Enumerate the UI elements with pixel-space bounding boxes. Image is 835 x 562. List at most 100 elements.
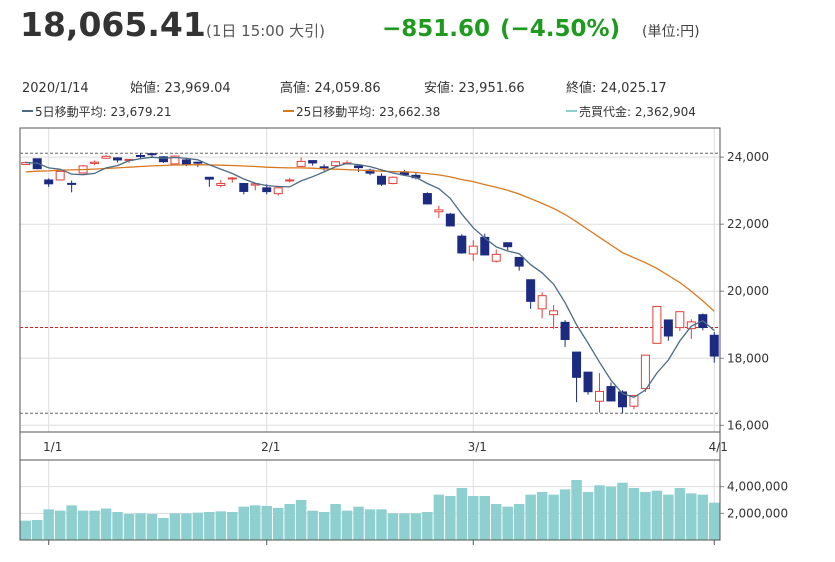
volume-bar (318, 512, 330, 540)
y-tick-label: 2,000,000 (727, 506, 788, 520)
volume-bar (376, 509, 387, 540)
volume-bar (502, 506, 513, 540)
change: −851.60 (382, 16, 490, 42)
candle-body (526, 279, 536, 302)
candle-body (617, 391, 627, 408)
volume-bar (709, 502, 720, 540)
candle-body (158, 156, 168, 163)
volume-bar (617, 482, 628, 540)
candle-body (331, 161, 341, 167)
volume-bar (410, 513, 422, 540)
candle-body (135, 154, 145, 157)
candle-body (709, 334, 719, 357)
candle-body (376, 175, 386, 185)
volume-bar (100, 508, 112, 540)
volume-bar (204, 512, 215, 540)
candle-body (629, 395, 639, 407)
candle-body (296, 160, 306, 167)
volume-bar (456, 488, 468, 540)
candle-body (663, 319, 673, 337)
y-tick-label: 4,000,000 (727, 480, 788, 494)
candle-body (652, 305, 662, 344)
candle-body (457, 235, 467, 254)
candle-body (572, 351, 582, 378)
candle-body (113, 157, 123, 161)
volume-bar (686, 493, 697, 540)
candle-body (204, 176, 214, 180)
legend-label: 5日移動平均: 23,679.21 (35, 105, 172, 119)
candle-body (101, 155, 111, 159)
volume-bar (445, 496, 456, 540)
volume-bar (433, 494, 445, 540)
info-close: 終値: 24,025.17 (566, 80, 667, 96)
candle-body (262, 187, 272, 193)
volume-bar (89, 510, 100, 540)
volume-bar (525, 494, 536, 540)
y-tick-label: 24,000 (727, 150, 769, 164)
volume-bar (330, 504, 341, 540)
volume-bar (594, 485, 605, 540)
ma-line (25, 156, 715, 399)
volume-bar (605, 486, 617, 540)
candle-body (503, 242, 513, 248)
volume-bar (66, 505, 77, 540)
volume-bar (146, 514, 158, 540)
volume-bar (651, 490, 663, 540)
candle-body (422, 193, 432, 205)
panel-frame (19, 459, 721, 541)
candle-body (273, 187, 283, 195)
candle-body (319, 166, 329, 169)
volume-bar (307, 510, 318, 540)
volume-bar (54, 510, 66, 540)
candle-body (354, 165, 364, 169)
candle-body (560, 321, 570, 341)
candle-body (686, 321, 696, 330)
candle-body (170, 155, 180, 165)
volume-bar (399, 513, 410, 540)
change-pct: (−4.50%) (500, 16, 620, 42)
volume-bar (663, 494, 674, 540)
volume-bar (215, 511, 227, 540)
volume-bar (31, 520, 43, 540)
time: (1日 15:00 大引) (206, 22, 325, 40)
legend-label: 売買代金: 2,362,904 (579, 104, 696, 119)
candle-body (549, 310, 559, 316)
candle-body (640, 354, 650, 390)
volume-bar (640, 492, 651, 540)
volume-bar (43, 509, 54, 540)
volume-bar (364, 509, 376, 540)
candle-body (55, 170, 65, 181)
candle-body (44, 179, 54, 185)
volume-bar (181, 513, 192, 540)
volume-bar (261, 506, 272, 540)
x-tick-label: 3/1 (468, 440, 487, 454)
x-tick-label: 4/1 (709, 440, 728, 454)
candle-body (193, 161, 203, 164)
unit: (単位:円) (642, 24, 700, 40)
volume-bar (169, 513, 181, 540)
candle-body (147, 153, 157, 156)
candle-body (491, 253, 501, 262)
candle-body (606, 386, 616, 402)
volume-bar (674, 488, 686, 540)
volume-bar (490, 504, 502, 540)
ma-line (25, 164, 715, 312)
volume-bar (582, 492, 594, 540)
candle-body (90, 161, 100, 164)
info-open: 始値: 23,969.04 (130, 80, 231, 96)
volume-bar (697, 494, 709, 540)
volume-bar (628, 488, 640, 540)
candle-body (308, 160, 318, 164)
candle-body (434, 209, 444, 213)
candle-body (239, 183, 249, 192)
volume-bar (387, 513, 399, 540)
candle-body (468, 245, 478, 255)
volume-bar (123, 514, 135, 540)
price: 18,065.41 (20, 5, 206, 44)
volume-bar (295, 500, 307, 540)
volume-bar (77, 510, 89, 540)
candle-body (583, 371, 593, 393)
volume-bar (468, 496, 479, 540)
